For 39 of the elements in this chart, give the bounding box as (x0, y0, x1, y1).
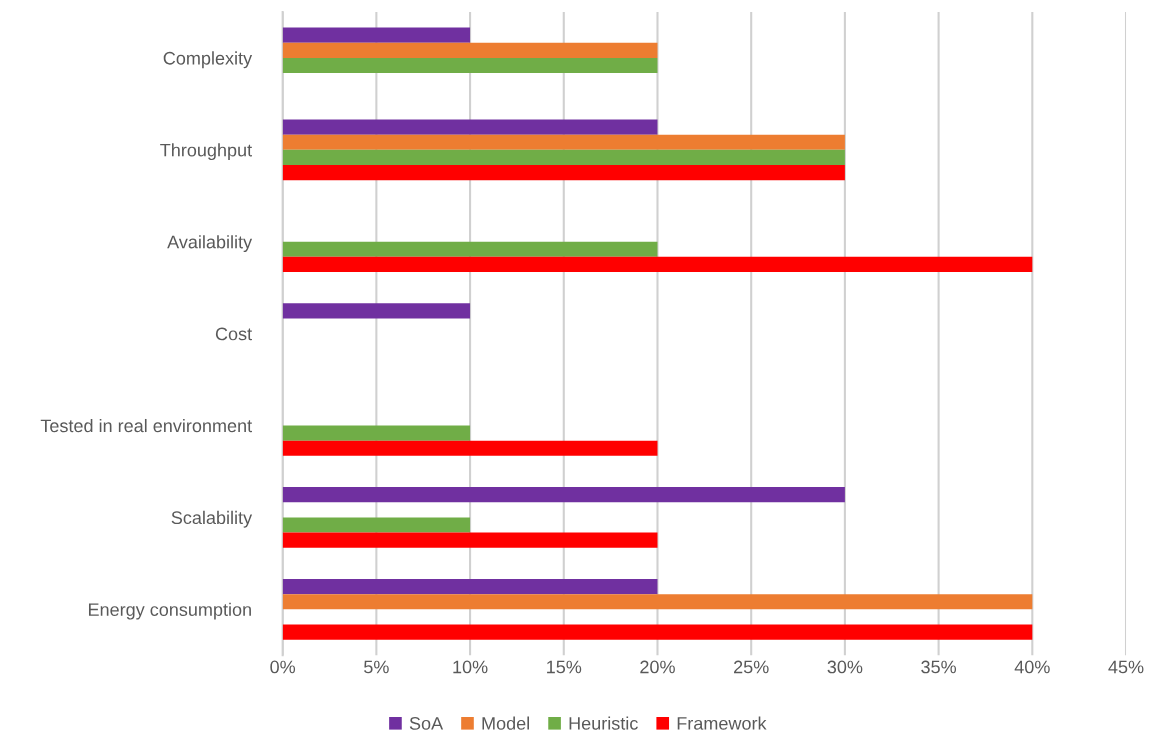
legend-label: Framework (677, 716, 767, 730)
y-tick-label: Complexity (163, 51, 253, 69)
y-tick-label: Tested in real environment (40, 418, 252, 433)
bar (282, 149, 845, 165)
x-tick-label: 25% (734, 660, 769, 674)
bar (282, 119, 658, 135)
bar (282, 303, 471, 319)
x-tick-label: 45% (1108, 660, 1144, 674)
y-tick-label: Cost (215, 327, 252, 341)
bar (282, 164, 845, 181)
x-tick-label: 20% (640, 660, 675, 674)
bar (282, 578, 658, 595)
legend-label: Model (482, 716, 529, 730)
y-tick-label: Scalability (171, 510, 253, 528)
x-tick-label: 15% (547, 660, 582, 674)
bar (282, 440, 658, 456)
bar (282, 42, 658, 58)
bar (282, 134, 845, 150)
x-tick-label: 5% (364, 660, 389, 674)
bar (282, 532, 658, 548)
bar (282, 624, 1033, 640)
legend-label: Heuristic (569, 716, 638, 730)
y-tick-label: Availability (167, 235, 253, 252)
x-tick-label: 0% (270, 660, 296, 674)
bar (282, 27, 471, 43)
bar (282, 594, 1033, 610)
y-tick-label: Energy consumption (88, 602, 251, 620)
bar (282, 57, 658, 74)
x-tick-label: 30% (827, 660, 863, 674)
x-tick-label: 10% (453, 660, 488, 674)
x-tick-label: 40% (1014, 660, 1050, 674)
y-tick-label: Throughput (160, 143, 252, 161)
bar (282, 241, 658, 257)
bar (282, 256, 1033, 273)
bar (282, 425, 471, 441)
x-tick-label: 35% (921, 660, 957, 674)
bar (282, 517, 471, 533)
legend-label: SoA (409, 717, 444, 730)
bar (282, 487, 845, 503)
